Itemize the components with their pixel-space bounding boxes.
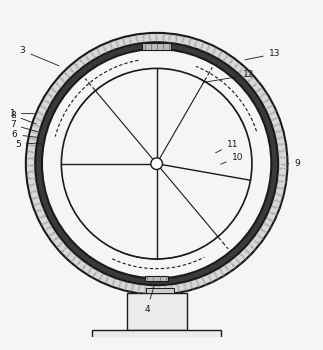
Text: 5: 5: [15, 140, 41, 149]
Circle shape: [61, 68, 252, 259]
Text: 6: 6: [12, 130, 39, 139]
Text: 1: 1: [10, 109, 34, 118]
Text: 3: 3: [20, 46, 59, 66]
Circle shape: [42, 49, 271, 278]
Text: 4: 4: [144, 286, 154, 314]
Bar: [127, 293, 186, 330]
Text: 13: 13: [245, 49, 280, 60]
Text: 8: 8: [10, 111, 36, 124]
Text: 12: 12: [203, 70, 255, 83]
Bar: [145, 276, 168, 281]
Text: 7: 7: [10, 120, 38, 132]
Circle shape: [151, 158, 162, 169]
Bar: [92, 330, 221, 340]
Circle shape: [36, 43, 278, 285]
Text: 9: 9: [287, 159, 300, 168]
Bar: [197, 341, 209, 350]
Bar: [142, 43, 171, 50]
Text: 10: 10: [221, 153, 243, 164]
Circle shape: [36, 43, 278, 285]
Circle shape: [26, 33, 287, 294]
Text: 11: 11: [216, 140, 238, 153]
Bar: [146, 288, 174, 293]
